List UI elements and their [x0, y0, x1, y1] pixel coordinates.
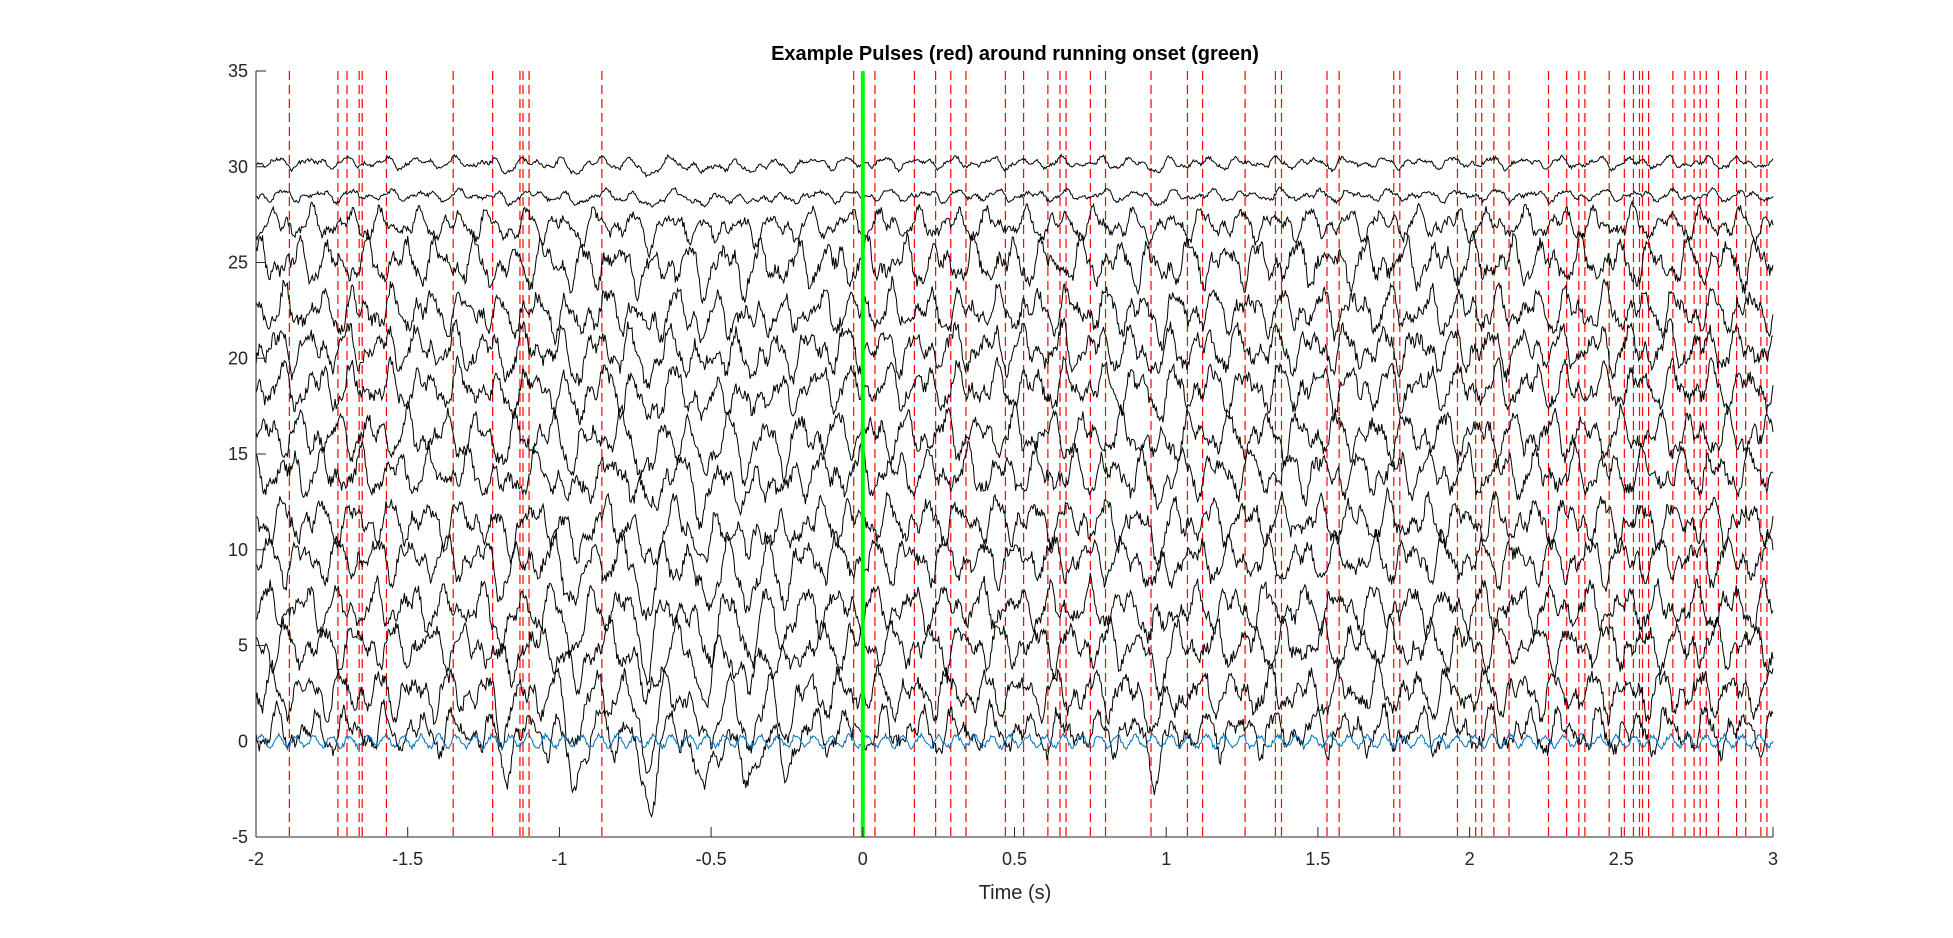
y-tick-label-2: 5: [238, 636, 248, 656]
y-tick-label-6: 25: [228, 253, 248, 273]
trace-9: [255, 317, 1774, 389]
trace-10: [255, 275, 1774, 352]
x-tick-label-3: -0.5: [696, 849, 727, 869]
x-tick-label-9: 2.5: [1609, 849, 1634, 869]
trace-6: [255, 440, 1774, 530]
trace-12: [255, 199, 1774, 259]
y-tick-label-1: 0: [238, 731, 248, 751]
y-axis-ticks: -5 0 5 10 15 20 25 30 35: [228, 61, 266, 847]
trace-1: [255, 658, 1774, 774]
x-tick-label-2: -1: [551, 849, 567, 869]
trace-13: [255, 186, 1774, 208]
y-tick-label-0: -5: [232, 827, 248, 847]
y-tick-label-8: 35: [228, 61, 248, 81]
chart-title: Example Pulses (red) around running onse…: [771, 43, 1259, 65]
trace-8: [255, 355, 1774, 426]
trace-5: [255, 486, 1774, 572]
trace-3: [255, 572, 1774, 686]
trace-14: [255, 153, 1774, 178]
trace-0: [255, 699, 1774, 819]
trace-4: [255, 528, 1774, 621]
x-tick-label-0: -2: [248, 849, 264, 869]
reference-trace: [255, 731, 1774, 752]
x-tick-label-4: 0: [858, 849, 868, 869]
trace-2: [255, 613, 1774, 709]
trace-11: [255, 229, 1774, 305]
x-tick-label-8: 2: [1465, 849, 1475, 869]
x-axis-label: Time (s): [979, 882, 1052, 904]
x-tick-label-10: 3: [1768, 849, 1778, 869]
x-tick-label-1: -1.5: [392, 849, 423, 869]
y-tick-label-7: 30: [228, 157, 248, 177]
y-tick-label-3: 10: [228, 540, 248, 560]
x-tick-label-5: 0.5: [1002, 849, 1027, 869]
signal-traces: [255, 153, 1774, 819]
x-axis-ticks: -2 -1.5 -1 -0.5 0 0.5 1 1.5 2 2.5 3: [248, 827, 1778, 869]
x-tick-label-6: 1: [1161, 849, 1171, 869]
y-tick-label-5: 20: [228, 348, 248, 368]
x-tick-label-7: 1.5: [1305, 849, 1330, 869]
y-tick-label-4: 15: [228, 444, 248, 464]
